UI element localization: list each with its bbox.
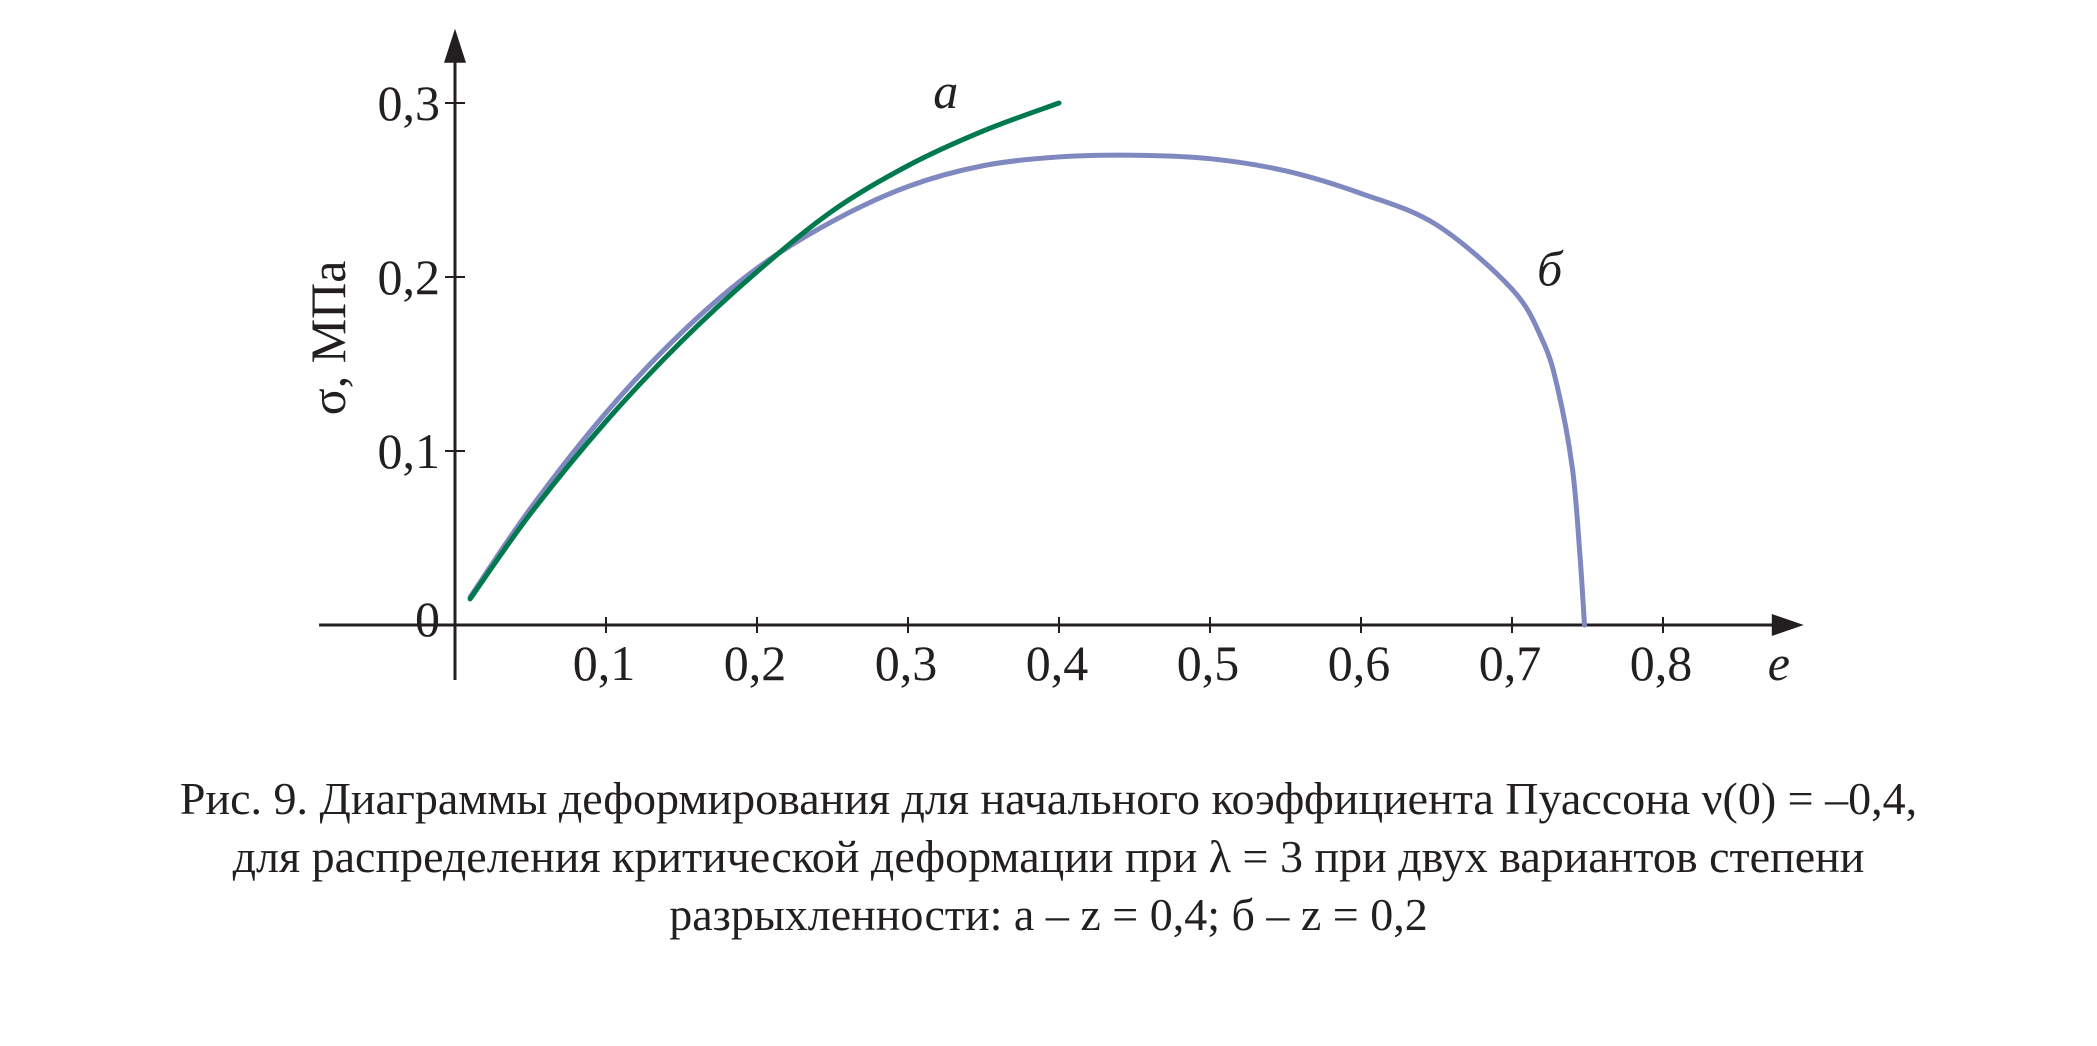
series-label-a: а [933,63,958,119]
x-tick-label: 0,8 [1630,635,1693,691]
y-tick-label: 0 [415,591,440,647]
caption-line-2: для распределения критической деформации… [232,831,1865,882]
series-line-b [467,152,1587,628]
x-tick-label: 0,7 [1479,635,1542,691]
series-line-a [467,100,1062,602]
x-tick-label: 0,1 [573,635,636,691]
x-axis-arrow [1771,614,1804,636]
x-axis-label: e [1768,635,1790,691]
y-tick-label: 0,2 [378,249,441,305]
series-label-b: б [1537,240,1564,296]
y-tick-label: 0,1 [378,423,441,479]
series-layer [467,100,1587,628]
y-tick-label: 0,3 [378,75,441,131]
figure-caption: Рис. 9. Диаграммы деформирования для нач… [0,770,2097,944]
x-tick-label: 0,6 [1328,635,1391,691]
axes [319,28,1804,680]
y-axis-label: σ, МПа [300,261,356,416]
x-tick-label: 0,2 [724,635,787,691]
caption-line-3: разрыхленности: а – z = 0,4; б – z = 0,2 [669,889,1428,940]
deformation-chart: 0,1 0,2 0,3 0,4 0,5 0,6 0,7 0,8 0 0,1 0,2 0,3 σ, МПа… [300,28,1804,691]
x-tick-label: 0,5 [1177,635,1240,691]
caption-line-1: Рис. 9. Диаграммы деформирования для нач… [179,773,1918,824]
x-tick-label: 0,4 [1026,635,1089,691]
y-axis-arrow [444,28,466,63]
x-tick-label: 0,3 [875,635,938,691]
labels-layer: 0,1 0,2 0,3 0,4 0,5 0,6 0,7 0,8 0 0,1 0,2 0,3 σ, МПа… [300,63,1790,691]
